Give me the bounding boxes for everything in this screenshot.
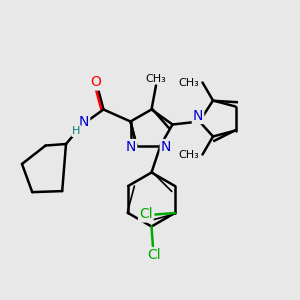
Text: N: N xyxy=(79,115,89,128)
Text: CH₃: CH₃ xyxy=(146,74,167,84)
Text: CH₃: CH₃ xyxy=(179,149,200,160)
Text: Cl: Cl xyxy=(139,208,153,221)
Text: CH₃: CH₃ xyxy=(179,77,200,88)
Text: N: N xyxy=(193,109,203,123)
Text: H: H xyxy=(72,126,81,136)
Text: O: O xyxy=(91,76,101,89)
Text: N: N xyxy=(126,140,136,154)
Text: N: N xyxy=(161,140,171,154)
Text: Cl: Cl xyxy=(148,248,161,262)
